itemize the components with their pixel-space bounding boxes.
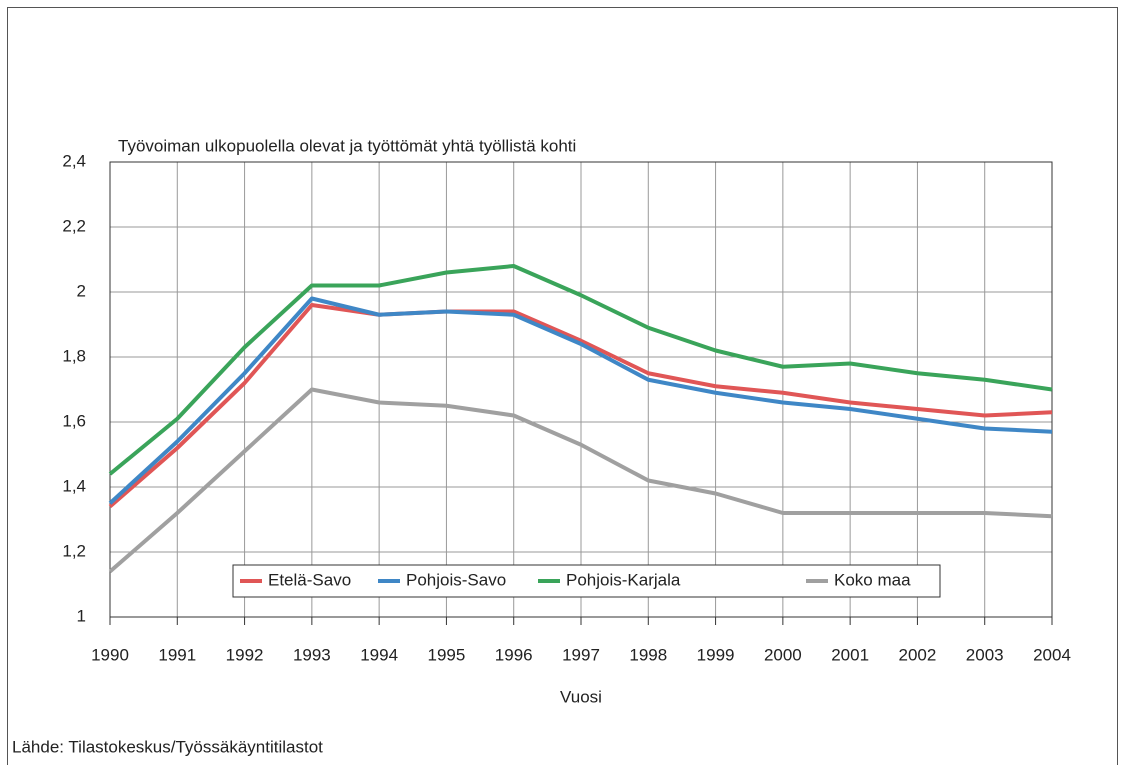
legend-label: Pohjois-Karjala bbox=[566, 570, 681, 589]
x-tick-label: 2002 bbox=[899, 645, 937, 664]
y-tick-label: 2,2 bbox=[62, 216, 86, 235]
x-tick-label: 1996 bbox=[495, 645, 533, 664]
y-tick-label: 2,4 bbox=[62, 151, 86, 170]
frame bbox=[7, 7, 1118, 765]
data-line bbox=[108, 264, 1053, 476]
data-line bbox=[108, 303, 1053, 509]
x-tick-label: 1993 bbox=[293, 645, 331, 664]
x-tick-label: 1991 bbox=[158, 645, 196, 664]
x-tick-label: 2000 bbox=[764, 645, 802, 664]
x-tick-label: 1999 bbox=[697, 645, 735, 664]
y-tick-label: 1 bbox=[77, 606, 86, 625]
data-line bbox=[108, 296, 1053, 505]
source-note: Lähde: Tilastokeskus/Työssäkäyntitilasto… bbox=[12, 737, 323, 756]
x-tick-label: 1990 bbox=[91, 645, 129, 664]
y-tick-label: 2 bbox=[77, 281, 86, 300]
x-tick-label: 1995 bbox=[428, 645, 466, 664]
x-tick-label: 2001 bbox=[831, 645, 869, 664]
x-axis-label: Vuosi bbox=[560, 687, 602, 706]
y-tick-label: 1,8 bbox=[62, 346, 86, 365]
data-line bbox=[108, 387, 1053, 574]
x-tick-label: 1994 bbox=[360, 645, 398, 664]
legend-label: Koko maa bbox=[834, 570, 911, 589]
x-tick-label: 1997 bbox=[562, 645, 600, 664]
x-tick-label: 2003 bbox=[966, 645, 1004, 664]
y-tick-label: 1,2 bbox=[62, 541, 86, 560]
x-tick-label: 1998 bbox=[629, 645, 667, 664]
legend-label: Pohjois-Savo bbox=[406, 570, 506, 589]
y-tick-label: 1,4 bbox=[62, 476, 86, 495]
x-tick-label: 1992 bbox=[226, 645, 264, 664]
legend-label: Etelä-Savo bbox=[268, 570, 351, 589]
y-tick-label: 1,6 bbox=[62, 411, 86, 430]
chart-title: Työvoiman ulkopuolella olevat ja työttöm… bbox=[118, 136, 576, 155]
x-tick-label: 2004 bbox=[1033, 645, 1071, 664]
